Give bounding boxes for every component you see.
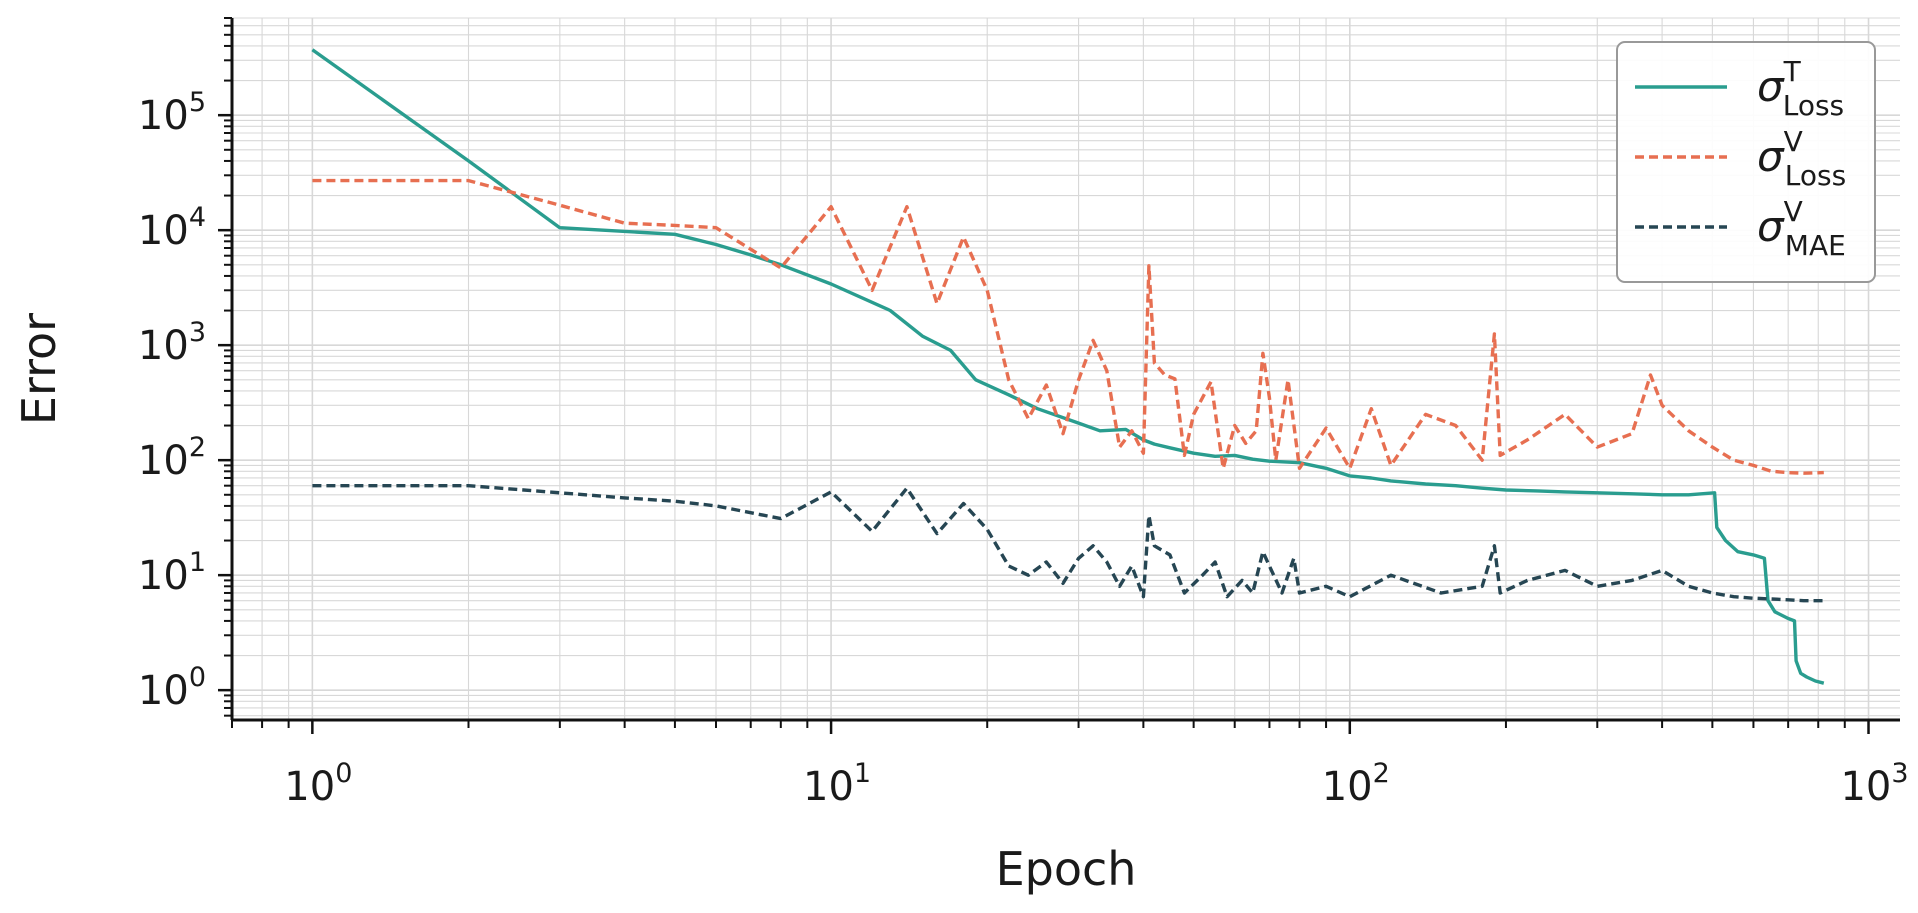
y-tick-label: 101 <box>138 547 206 599</box>
series-line-t-loss <box>311 48 1825 685</box>
x-tick-label: 102 <box>1322 758 1390 810</box>
legend-box <box>1616 41 1876 283</box>
legend-label: σV MAE <box>1757 195 1846 262</box>
y-tick-label: 100 <box>138 662 206 714</box>
axes-layer <box>230 18 1900 722</box>
x-tick-label: 101 <box>803 758 871 810</box>
grid-layer <box>231 17 1900 720</box>
y-axis-label: Error <box>12 313 66 425</box>
series-line-v-mae <box>312 484 1824 603</box>
y-tick-label: 102 <box>138 432 206 484</box>
legend-label: σV Loss <box>1757 125 1846 192</box>
y-tick-label: 105 <box>138 87 206 139</box>
x-tick-label: 100 <box>284 758 352 810</box>
series-line-v-loss <box>312 178 1824 475</box>
y-tick-label: 104 <box>138 202 206 254</box>
legend-label: σT Loss <box>1757 55 1844 122</box>
x-tick-label: 103 <box>1840 758 1908 810</box>
ticks-layer: 100 101 102 103 100 101 102 103 104 105 <box>138 17 1909 810</box>
y-tick-label: 103 <box>138 317 206 369</box>
x-axis-label: Epoch <box>996 842 1137 896</box>
series-layer <box>311 48 1825 685</box>
